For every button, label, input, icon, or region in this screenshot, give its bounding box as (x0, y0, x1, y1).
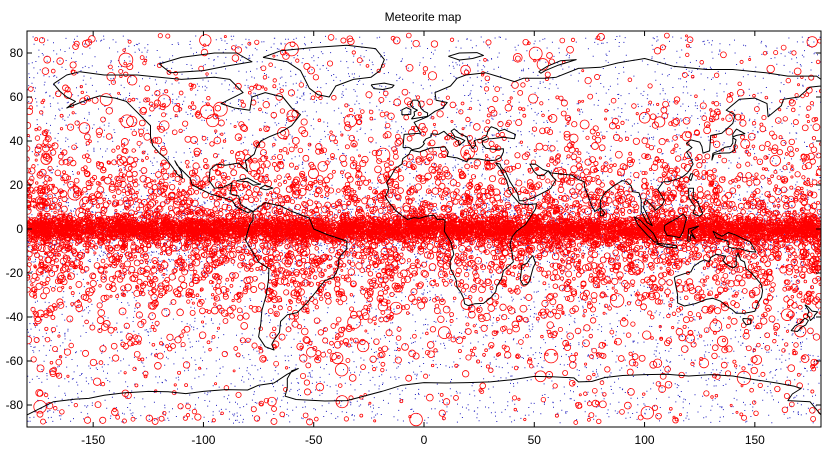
y-tick-label: -80 (6, 398, 24, 412)
y-tick-label: 0 (16, 222, 23, 236)
x-tick-label: -50 (305, 433, 323, 447)
plot-area (24, 31, 824, 427)
y-tick-label: 80 (10, 46, 24, 60)
y-tick-label: 60 (10, 90, 24, 104)
x-tick-label: 0 (421, 433, 428, 447)
y-tick-label: -20 (6, 266, 24, 280)
x-tick-label: 100 (635, 433, 655, 447)
x-tick-label: -150 (81, 433, 105, 447)
chart-title: Meteorite map (385, 10, 462, 24)
y-tick-label: -60 (6, 354, 24, 368)
x-tick-label: -100 (191, 433, 215, 447)
x-tick-label: 150 (745, 433, 765, 447)
y-tick-label: 20 (10, 178, 24, 192)
x-tick-label: 50 (528, 433, 542, 447)
y-tick-label: 40 (10, 134, 24, 148)
y-tick-label: -40 (6, 310, 24, 324)
